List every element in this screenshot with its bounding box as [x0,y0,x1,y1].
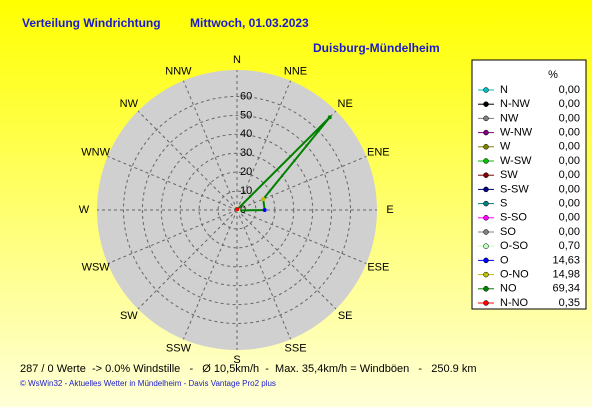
legend-swatch [483,229,489,235]
legend-swatch [483,300,489,306]
legend-swatch [483,101,489,107]
spoke [137,110,238,211]
legend-label: NO [500,283,517,295]
legend-swatch [483,200,489,207]
legend-label: N [500,84,508,96]
direction-label: ENE [367,147,390,159]
r-tick-label: 10 [240,185,252,197]
grid-ring [122,95,352,325]
legend-label: O-NO [500,269,529,281]
spoke [107,155,238,211]
spoke [182,209,238,340]
direction-label: NE [338,98,353,110]
legend-label: NW [500,112,519,124]
legend-label: N-NO [500,297,529,309]
r-tick-label: 20 [240,166,252,178]
legend-swatch [483,129,489,136]
wind-point [327,115,332,120]
legend-swatch [483,215,489,221]
legend-label: W-NW [500,127,533,139]
legend-swatch [483,243,489,249]
legend-label: W-SW [500,155,532,167]
r-tick-label: 60 [240,90,252,102]
chart-title: Verteilung Windrichtung [22,16,161,30]
grid-ring [141,114,333,306]
spoke [236,209,337,310]
legend-label: N-NW [500,98,531,110]
direction-label: SSW [166,342,192,354]
legend-swatch [483,257,489,264]
spoke [236,155,367,211]
legend-value: 0,00 [559,198,580,210]
direction-label: NW [120,98,139,110]
chart-date: Mittwoch, 01.03.2023 [190,16,309,30]
credit: © WsWin32 - Aktuelles Wetter in Mündelhe… [20,379,276,388]
direction-label: ESE [367,261,389,273]
legend-value: 0,00 [559,98,580,110]
legend-value: 14,98 [552,269,580,281]
direction-label: W [79,204,90,216]
legend-swatch [483,87,489,93]
legend-label: W [500,141,511,153]
legend-swatch [483,144,489,150]
spoke [137,209,238,310]
spoke [236,209,367,265]
spoke [107,209,238,265]
legend-value: 0,00 [559,112,580,124]
legend-label: S-SO [500,212,527,224]
legend-value: 0,35 [559,297,580,309]
direction-label: S [233,354,240,366]
legend-value: 0,00 [559,127,580,139]
wind-point [261,197,266,202]
legend-label: S [500,198,507,210]
grid-ring [198,171,276,249]
spoke [236,209,292,340]
direction-label: NNW [165,65,192,77]
legend-swatch [483,186,489,193]
legend-unit: % [548,69,558,81]
legend-label: O-SO [500,240,529,252]
direction-label: SE [338,310,353,322]
legend-swatch [483,172,489,178]
legend-swatch [483,158,489,164]
legend-value: 0,00 [559,183,580,195]
spoke [182,80,238,211]
wind-point [262,208,267,212]
direction-label: SSE [285,342,307,354]
legend-value: 0,00 [559,169,580,181]
direction-label: WNW [81,147,110,159]
grid-ring [179,152,295,268]
r-tick-label: 30 [240,147,252,159]
legend-swatch [483,271,489,278]
legend-swatch [483,115,489,122]
legend-value: 14,63 [552,254,580,266]
r-tick-label: 40 [240,128,252,140]
legend-value: 0,70 [559,240,580,252]
footer: 287 / 0 Werte -> 0.0% Windstille - Ø 10,… [20,363,476,375]
chart-subtitle: Duisburg-Mündelheim [313,41,440,55]
legend-value: 0,00 [559,141,580,153]
grid-ring [160,133,314,287]
direction-label: E [386,204,393,216]
wind-point [235,207,240,212]
direction-label: WSW [82,261,111,273]
legend-box [471,59,587,310]
legend-label: S-SW [500,183,529,195]
legend-value: 0,00 [559,212,580,224]
legend-swatch [483,286,489,292]
legend-value: 69,34 [552,283,580,295]
legend-value: 0,00 [559,84,580,96]
r-tick-label: 50 [240,109,252,121]
legend-value: 0,00 [559,226,580,238]
legend-label: O [500,254,509,266]
spoke [236,80,292,211]
direction-label: SW [120,310,138,322]
direction-label: NNE [284,65,307,77]
legend-value: 0,00 [559,155,580,167]
legend-label: SW [500,169,518,181]
direction-label: N [233,54,241,66]
legend-label: SO [500,226,516,238]
